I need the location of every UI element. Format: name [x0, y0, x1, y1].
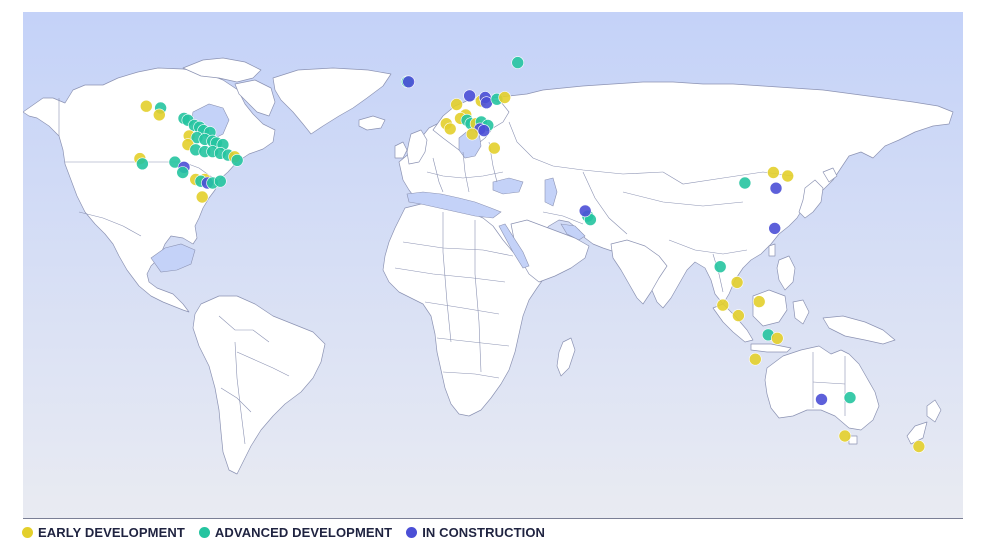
project-marker-early: [838, 429, 852, 443]
project-marker-early: [140, 99, 153, 113]
border-as-6: [542, 211, 584, 225]
border-sa-1: [218, 315, 270, 343]
border-eu-2: [432, 157, 444, 193]
project-marker-advanced: [230, 154, 244, 167]
border-as-4: [668, 239, 748, 255]
border-au-2: [812, 381, 846, 385]
project-marker-early: [732, 309, 745, 322]
country-borders: [58, 98, 846, 445]
land-australia: [764, 345, 880, 431]
legend-item-early: EARLY DEVELOPMENT: [22, 525, 185, 540]
land-philippines: [776, 255, 796, 291]
land-new-guinea: [822, 315, 896, 345]
project-marker-early: [153, 108, 166, 122]
border-sa-2: [236, 351, 290, 377]
project-marker-early: [465, 127, 479, 141]
project-marker-advanced: [136, 157, 149, 171]
project-marker-early: [748, 352, 762, 366]
border-as-1: [582, 171, 628, 235]
project-marker-early: [781, 169, 795, 183]
inland-waters: [150, 103, 586, 273]
project-marker-construction: [768, 222, 782, 235]
project-marker-early: [767, 166, 780, 179]
border-af-3: [424, 301, 500, 315]
black-sea: [492, 177, 524, 195]
mediterranean-sea: [406, 191, 502, 219]
legend-item-advanced: ADVANCED DEVELOPMENT: [198, 524, 393, 540]
land-iceland: [358, 115, 386, 131]
land-sulawesi: [792, 299, 810, 325]
land-greenland: [272, 67, 392, 135]
project-marker-early: [487, 141, 501, 155]
legend-label-advanced: ADVANCED DEVELOPMENT: [214, 524, 393, 540]
border-af-7: [474, 220, 482, 373]
legend-swatch-early: [22, 526, 33, 538]
border-us-mexico: [78, 211, 142, 237]
land-taiwan: [768, 243, 776, 257]
land-india: [610, 239, 668, 305]
project-marker-advanced: [214, 174, 227, 188]
project-marker-early: [443, 122, 457, 136]
border-eu-1: [426, 171, 504, 179]
border-us-canada: [65, 161, 214, 179]
project-marker-construction: [477, 124, 491, 137]
border-af-1: [402, 241, 514, 257]
border-af-6: [442, 212, 452, 343]
border-russia: [508, 121, 664, 175]
border-eu-3: [462, 151, 470, 193]
land-ireland: [394, 141, 408, 159]
legend-item-construction: IN CONSTRUCTION: [406, 525, 545, 540]
project-marker-construction: [463, 89, 476, 103]
project-marker-advanced: [713, 260, 727, 273]
land-java: [750, 343, 792, 353]
project-marker-early: [195, 190, 209, 204]
legend-divider: [23, 518, 963, 519]
border-sa-3: [220, 387, 252, 413]
project-marker-construction: [402, 75, 415, 89]
project-marker-advanced: [176, 166, 189, 179]
land-new-zealand: [926, 399, 942, 423]
border-af-5: [442, 371, 500, 379]
world-map: [23, 12, 963, 518]
project-marker-construction: [769, 181, 783, 195]
project-marker-advanced: [511, 56, 525, 69]
project-marker-early: [752, 295, 766, 308]
legend-swatch-construction: [406, 526, 418, 538]
map-canvas: [23, 12, 963, 518]
border-sa-4: [234, 341, 246, 445]
project-marker-early: [770, 331, 784, 345]
legend-swatch-advanced: [198, 526, 210, 538]
project-markers: [133, 56, 926, 453]
legend-label-construction: IN CONSTRUCTION: [422, 524, 546, 540]
border-as-5: [712, 253, 724, 293]
land-arctic-islands: [182, 57, 262, 83]
gulf-of-mexico: [150, 243, 196, 273]
land-britain: [406, 129, 428, 165]
land-baffin: [234, 79, 276, 117]
border-af-4: [436, 337, 510, 347]
land-tasmania: [848, 435, 858, 445]
project-marker-construction: [815, 393, 828, 406]
project-marker-advanced: [843, 391, 857, 404]
legend: EARLY DEVELOPMENT ADVANCED DEVELOPMENT I…: [22, 521, 545, 543]
border-af-2: [394, 267, 506, 283]
project-marker-construction: [578, 204, 592, 218]
project-marker-early: [498, 91, 512, 104]
project-marker-advanced: [738, 176, 752, 190]
caspian-sea: [544, 177, 558, 207]
land-south-america: [192, 295, 326, 475]
legend-label-early: EARLY DEVELOPMENT: [38, 524, 185, 540]
persian-gulf: [560, 223, 586, 241]
red-sea: [498, 223, 530, 269]
land-japan: [798, 179, 824, 219]
land-hokkaido: [822, 167, 838, 183]
land-madagascar: [556, 337, 576, 377]
project-marker-early: [912, 440, 926, 453]
border-as-2: [622, 191, 744, 207]
project-marker-early: [716, 298, 730, 312]
project-marker-early: [450, 98, 463, 111]
project-marker-early: [730, 276, 744, 289]
